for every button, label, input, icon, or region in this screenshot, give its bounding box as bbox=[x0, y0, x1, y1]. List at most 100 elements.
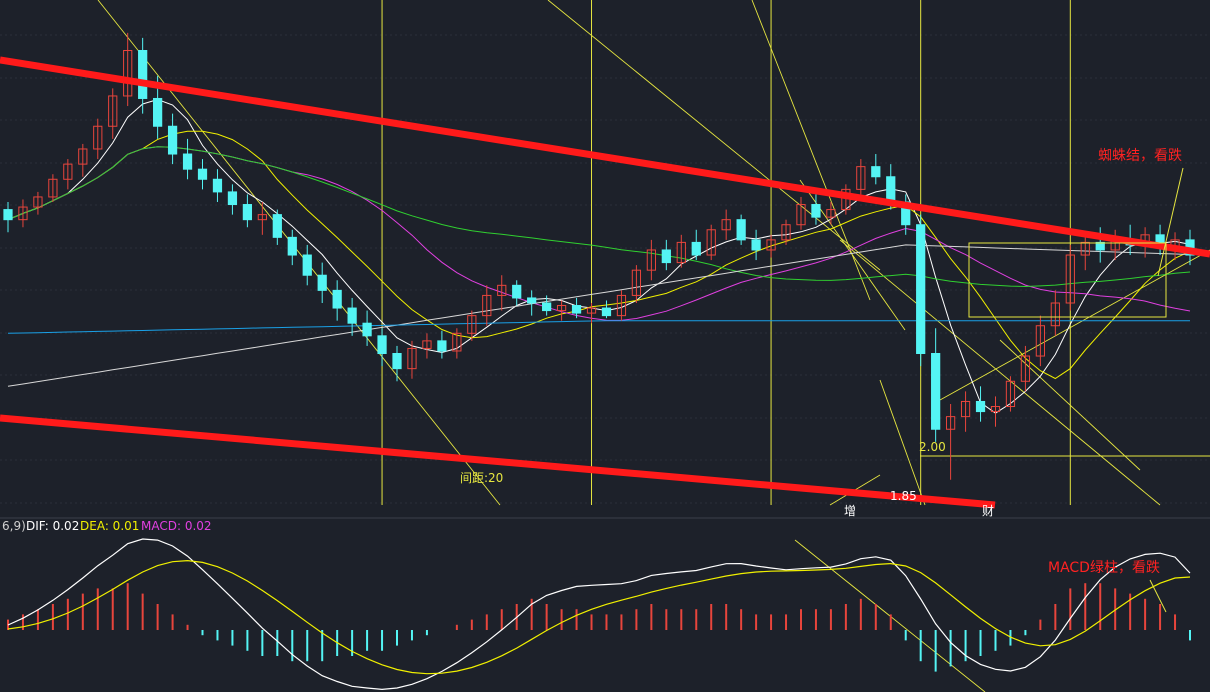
candle-body bbox=[18, 206, 28, 221]
candle-body bbox=[601, 307, 612, 317]
candle-body bbox=[826, 209, 836, 218]
candle-body bbox=[1020, 355, 1031, 382]
candle-body bbox=[990, 406, 1001, 413]
thin-trend-line bbox=[999, 339, 1141, 471]
candle-body bbox=[542, 302, 552, 312]
candle-body bbox=[3, 209, 13, 221]
candle-body bbox=[227, 191, 238, 206]
ma20-line bbox=[7, 146, 1191, 321]
ma250-line bbox=[7, 320, 1190, 334]
candle-body bbox=[736, 219, 746, 241]
low-marker-label: 1.85 bbox=[890, 489, 917, 503]
candle-body bbox=[1050, 302, 1060, 327]
candle-body bbox=[362, 322, 372, 337]
macd-value-label: MACD: 0.02 bbox=[141, 519, 212, 533]
candle-body bbox=[108, 95, 118, 127]
candle-body bbox=[392, 353, 402, 370]
candle-body bbox=[676, 241, 686, 264]
lower-channel-line bbox=[0, 414, 996, 509]
moving-average-lines bbox=[7, 98, 1191, 414]
candle-body bbox=[945, 416, 956, 430]
candle-body bbox=[886, 176, 896, 203]
candle-body bbox=[467, 315, 477, 334]
candle-body bbox=[586, 307, 597, 314]
candle-body bbox=[796, 204, 806, 226]
thin-trend-line bbox=[839, 239, 1161, 506]
ma10-line bbox=[7, 130, 1191, 380]
candle-body bbox=[332, 289, 342, 309]
candle-body bbox=[931, 353, 941, 430]
candle-body bbox=[212, 178, 223, 193]
spider-arrow bbox=[1157, 167, 1184, 277]
candle-body bbox=[751, 239, 761, 251]
channel-trendlines bbox=[0, 56, 1210, 509]
spider-annotation: 蜘蛛结，看跌 bbox=[1098, 148, 1182, 164]
macd-params-label: 6,9) bbox=[2, 519, 26, 533]
ma120-line bbox=[7, 244, 1191, 387]
candle-body bbox=[556, 305, 567, 312]
candle-body bbox=[1005, 380, 1016, 408]
candle-body bbox=[916, 224, 926, 354]
consolidation-box-rect bbox=[968, 242, 1167, 318]
dif-line bbox=[7, 538, 1191, 691]
macd-panel bbox=[7, 538, 1191, 691]
candle-body bbox=[1035, 325, 1045, 357]
candle-body bbox=[766, 239, 776, 251]
candle-body bbox=[975, 400, 986, 413]
price-marker-label: 2.00 bbox=[919, 440, 946, 454]
candle-body bbox=[721, 219, 731, 231]
candle-body bbox=[691, 241, 701, 256]
candle-body bbox=[167, 125, 178, 155]
candle-body bbox=[93, 125, 103, 150]
candle-body bbox=[257, 214, 267, 221]
cai-marker: 财 bbox=[982, 504, 994, 518]
candle-body bbox=[33, 196, 43, 208]
candle-body bbox=[960, 400, 971, 418]
candle-body bbox=[407, 347, 417, 370]
candle-body bbox=[706, 229, 716, 256]
candle-body bbox=[302, 254, 312, 276]
candle-body bbox=[497, 284, 507, 296]
candle-body bbox=[347, 307, 357, 324]
candle-body bbox=[781, 224, 791, 241]
candle-body bbox=[482, 294, 492, 317]
candle-body bbox=[422, 340, 432, 349]
dif-label: DIF: 0.02 bbox=[26, 519, 79, 533]
candle-body bbox=[138, 50, 148, 99]
candle-body bbox=[512, 284, 522, 299]
candle-body bbox=[1080, 241, 1090, 256]
candle-body bbox=[1065, 254, 1075, 304]
candle-body bbox=[437, 340, 447, 352]
vertical-marker-lines bbox=[381, 0, 1071, 505]
candle-body bbox=[661, 249, 671, 264]
candle-body bbox=[317, 274, 327, 291]
thin-trend-line bbox=[939, 249, 1210, 401]
candle-body bbox=[48, 178, 58, 198]
candle-body bbox=[871, 166, 881, 178]
ma60-line bbox=[7, 146, 1191, 288]
candle-body bbox=[646, 249, 656, 271]
candle-body bbox=[182, 153, 193, 170]
candle-body bbox=[1095, 241, 1105, 251]
candle-body bbox=[272, 214, 282, 238]
dea-line bbox=[7, 559, 1191, 675]
candle-body bbox=[197, 168, 208, 180]
candle-body bbox=[527, 297, 537, 304]
candle-body bbox=[452, 332, 462, 352]
macd-arrow bbox=[1149, 579, 1167, 613]
candle-body bbox=[811, 204, 821, 218]
candle-body bbox=[78, 148, 88, 165]
consolidation-box bbox=[968, 167, 1184, 318]
dea-label: DEA: 0.01 bbox=[80, 519, 139, 533]
candlesticks bbox=[3, 32, 1195, 480]
candle-body bbox=[616, 294, 627, 317]
thin-trend-line bbox=[879, 379, 926, 506]
grid-lines bbox=[0, 34, 1210, 519]
candle-body bbox=[123, 50, 133, 97]
ma5-line bbox=[7, 98, 1191, 414]
interval-label: 间距:20 bbox=[460, 471, 503, 485]
candle-body bbox=[63, 163, 73, 180]
candle-body bbox=[856, 166, 866, 190]
candle-body bbox=[153, 97, 163, 127]
